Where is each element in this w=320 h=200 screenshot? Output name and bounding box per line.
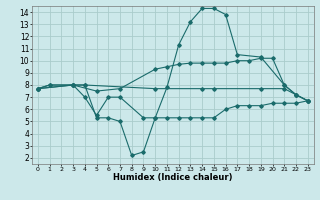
X-axis label: Humidex (Indice chaleur): Humidex (Indice chaleur) [113, 173, 233, 182]
